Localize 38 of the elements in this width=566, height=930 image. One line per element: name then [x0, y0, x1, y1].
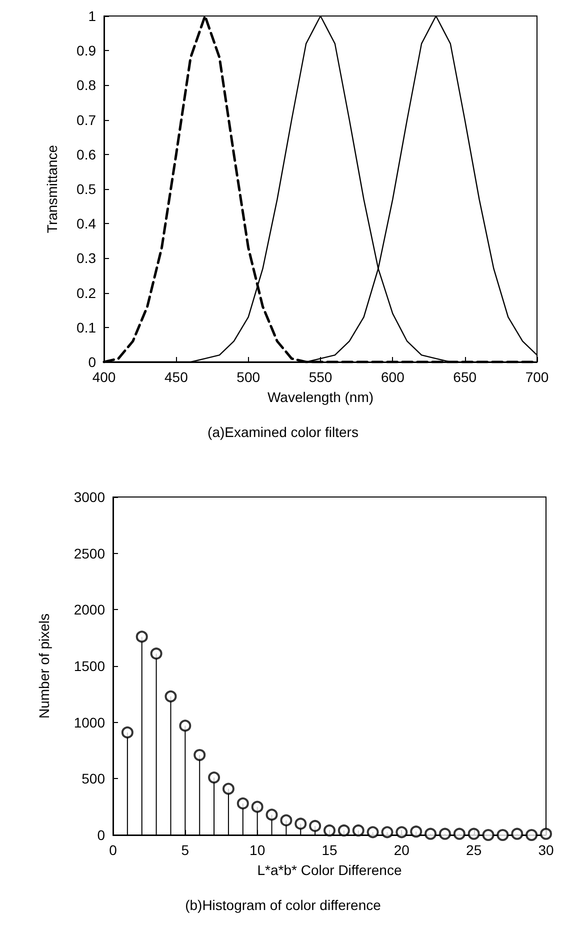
x-tick-label: 5 — [181, 842, 190, 858]
x-tick-label: 30 — [538, 842, 554, 858]
x-tick-label: 25 — [466, 842, 482, 858]
x-axis-title: Wavelength (nm) — [267, 389, 374, 405]
y-tick-label: 0.1 — [76, 319, 96, 336]
y-tick-label: 0.3 — [76, 250, 96, 266]
y-axis-title: Number of pixels — [36, 613, 52, 719]
y-tick-label: 0.6 — [76, 146, 96, 162]
y-tick-label: 2000 — [74, 602, 106, 618]
x-tick-label: 700 — [525, 369, 549, 385]
y-tick-label: 0 — [88, 354, 96, 370]
x-tick-label: 20 — [394, 842, 410, 858]
x-tick-label: 600 — [380, 369, 405, 385]
y-tick-label: 0.8 — [76, 77, 96, 94]
y-axis-title: Transmittance — [44, 144, 60, 234]
y-tick-label: 2500 — [74, 545, 106, 562]
y-tick-label: 0.7 — [76, 112, 96, 128]
x-axis-title: L*a*b* Color Difference — [257, 862, 402, 878]
y-tick-label: 0 — [97, 827, 106, 843]
x-tick-label: 450 — [164, 369, 188, 385]
y-tick-label: 1500 — [74, 658, 106, 674]
x-tick-label: 15 — [322, 842, 338, 858]
y-tick-label: 1000 — [74, 714, 106, 730]
y-tick-label: 0.9 — [76, 42, 96, 59]
text: (a)Examined color filters — [208, 424, 358, 440]
x-tick-label: 550 — [308, 369, 332, 385]
y-tick-label: 500 — [82, 770, 106, 787]
y-tick-label: 0.2 — [76, 284, 96, 301]
x-tick-label: 0 — [109, 842, 118, 858]
y-tick-label: 1 — [88, 8, 96, 24]
x-tick-label: 10 — [250, 842, 266, 858]
y-tick-label: 3000 — [74, 489, 106, 505]
x-tick-label: 500 — [236, 369, 260, 385]
y-tick-label: 0.4 — [76, 216, 96, 232]
y-tick-label: 0.5 — [76, 181, 96, 197]
text: (b)Histogram of color difference — [185, 897, 382, 913]
x-tick-label: 400 — [92, 369, 116, 385]
x-tick-label: 650 — [453, 369, 477, 385]
